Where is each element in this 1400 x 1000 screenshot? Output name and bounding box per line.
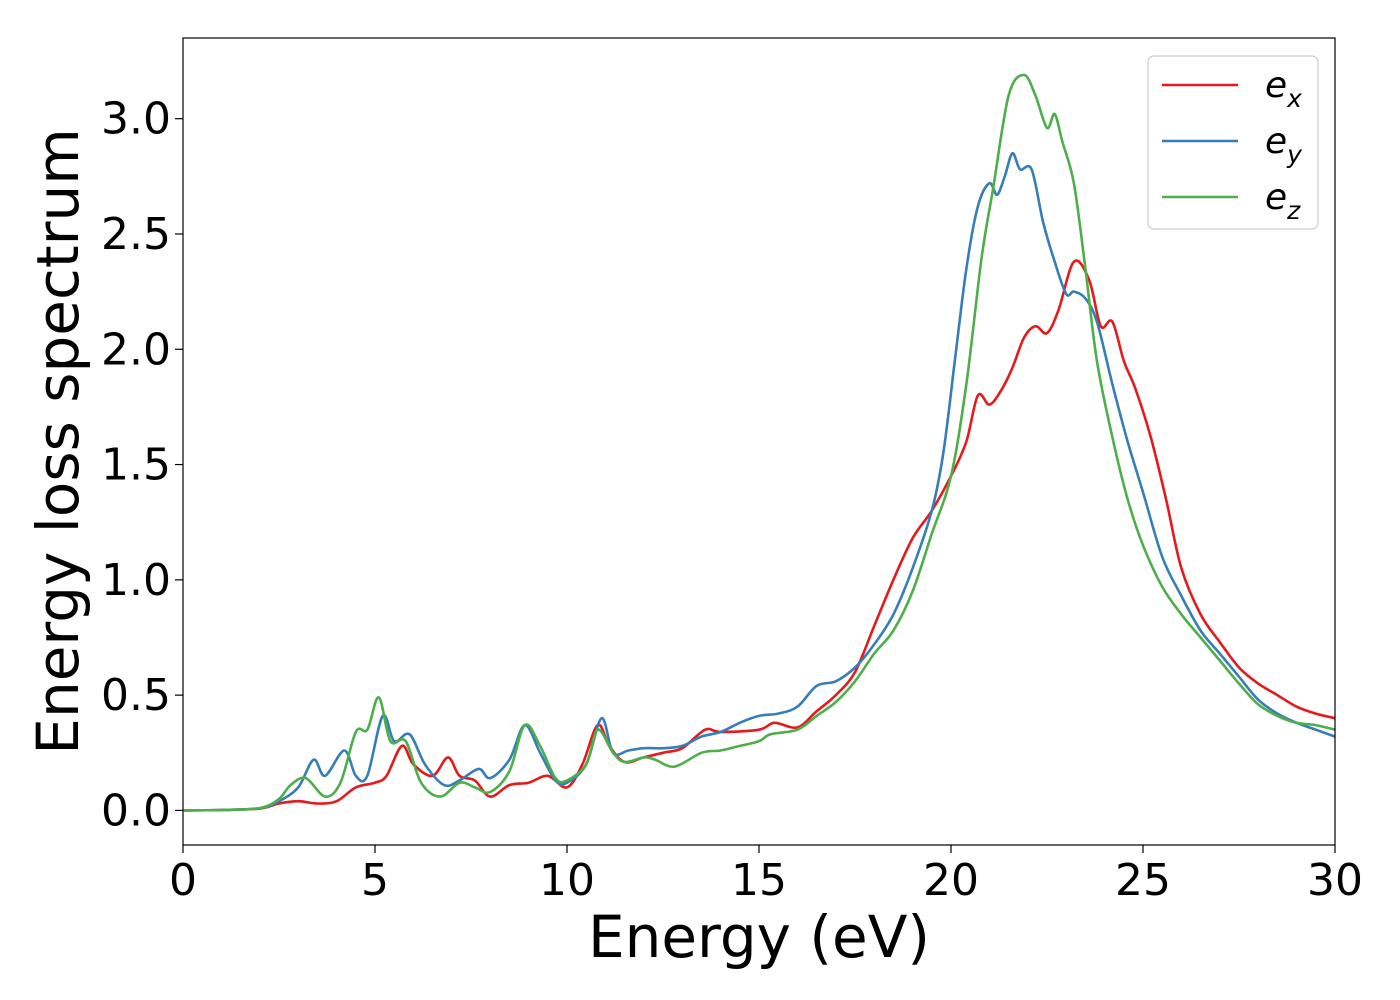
series-line-y	[182, 151, 1336, 812]
x-tick-label: 25	[1115, 855, 1171, 906]
legend-box	[1147, 55, 1319, 230]
legend-label-subscript: z	[1286, 196, 1301, 225]
legend-label-subscript: y	[1286, 140, 1303, 169]
legend-label: ey	[1265, 121, 1303, 169]
legend-label-base: e	[1265, 177, 1287, 218]
x-tick-label: 20	[923, 855, 979, 906]
x-tick-label: 30	[1307, 855, 1363, 906]
legend-label-subscript: x	[1286, 84, 1302, 113]
series-line-z	[182, 73, 1336, 812]
y-tick-label: 1.0	[101, 555, 171, 606]
x-tick-label: 0	[169, 855, 197, 906]
y-axis-ticks: 0.0 0.5 1.0 1.5 2.0 2.5 3.0	[101, 94, 183, 836]
y-tick-label: 0.0	[101, 785, 171, 836]
x-axis-ticks: 0 5 10 15 20 25 30	[169, 845, 1363, 906]
series-line-x	[182, 259, 1336, 812]
y-tick-label: 0.5	[101, 670, 171, 721]
y-tick-label: 1.5	[101, 440, 171, 491]
y-tick-label: 2.5	[101, 209, 171, 260]
x-tick-label: 15	[731, 855, 787, 906]
y-tick-label: 2.0	[101, 324, 171, 375]
x-axis-label: Energy (eV)	[588, 903, 930, 971]
legend-label: ez	[1265, 177, 1301, 225]
legend-label-base: e	[1265, 65, 1287, 106]
legend-label-base: e	[1265, 121, 1287, 162]
y-axis-label: Energy loss spectrum	[24, 128, 92, 754]
y-tick-label: 3.0	[101, 94, 171, 145]
x-tick-label: 10	[539, 855, 595, 906]
series-lines	[182, 73, 1336, 812]
x-tick-label: 5	[361, 855, 389, 906]
legend-label: ex	[1265, 65, 1302, 113]
